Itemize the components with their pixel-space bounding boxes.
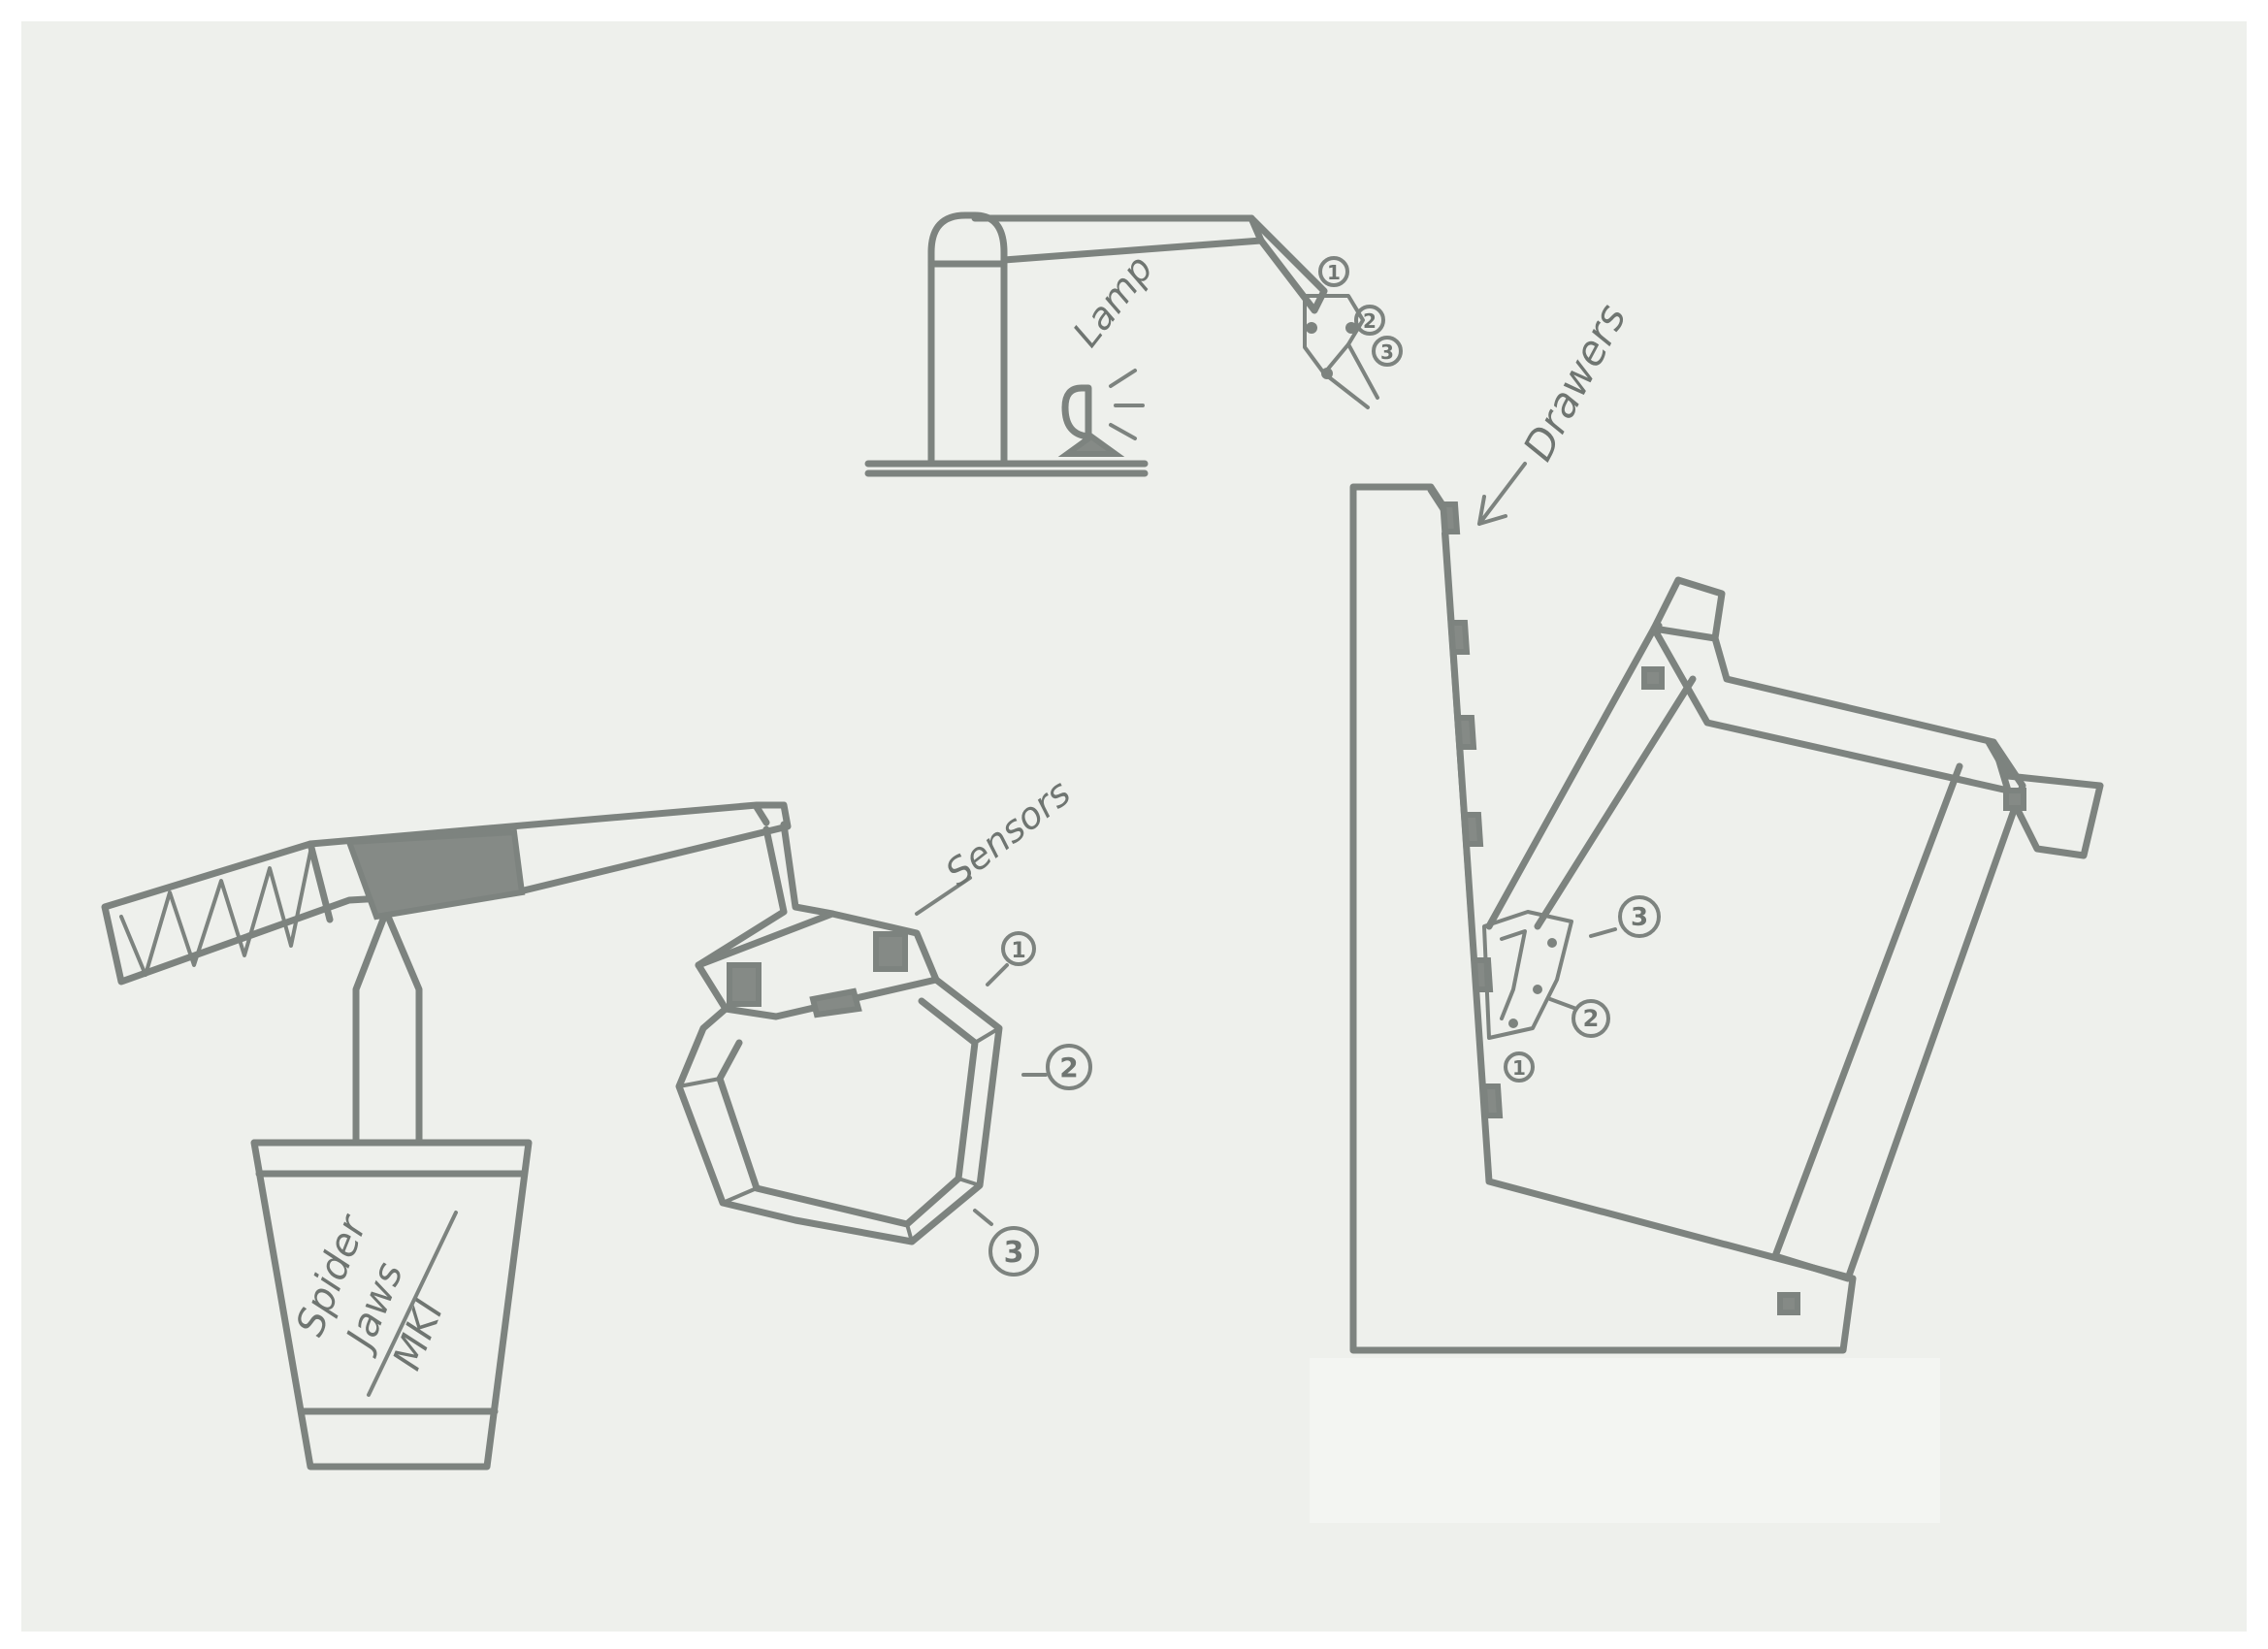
drawer-tab	[1461, 812, 1484, 847]
sensor-mid	[809, 987, 862, 1018]
cup-base	[250, 1139, 533, 1471]
sensor-right	[873, 931, 908, 972]
crane-boom-counterweight	[344, 828, 526, 921]
crane-boom-joint	[307, 840, 334, 923]
frame-left-rail-inner	[1534, 675, 1697, 930]
drawer-tab	[1480, 1083, 1504, 1118]
wall-gripper-joint	[1547, 938, 1557, 948]
claw-outer	[675, 976, 1003, 1245]
crane-neck-right	[780, 821, 836, 918]
top-marker-3-circle	[1372, 336, 1403, 367]
left-marker-2-circle	[1046, 1044, 1092, 1090]
paper-eraser-smudge	[1310, 1358, 1940, 1523]
top-marker-3: 3	[1380, 340, 1394, 364]
top-gripper-joint	[1321, 368, 1333, 379]
drawer-tab	[1440, 501, 1461, 534]
right-marker-3: 3	[1631, 903, 1648, 932]
right-marker-2: 2	[1583, 1005, 1600, 1032]
left-marker-1-circle	[1001, 931, 1036, 966]
top-arm-boom	[971, 214, 1265, 264]
top-arm-forearm	[1247, 214, 1328, 314]
frame-right-rail	[1771, 738, 2026, 1282]
wall-gripper-joint	[1533, 985, 1542, 994]
cup-label-underline	[367, 1211, 458, 1397]
top-gripper-joint	[1345, 322, 1357, 334]
lamp-base	[1057, 433, 1125, 457]
left-crane-assembly: Spider Jaws MKI Sensors 1 2 3	[101, 771, 1092, 1471]
left-marker-1: 1	[1011, 939, 1025, 963]
crane-boom-tip	[753, 803, 770, 826]
lamp-light-rays	[1109, 369, 1145, 440]
left-marker-3: 3	[1004, 1236, 1024, 1270]
sensor-left	[727, 962, 761, 1007]
frame-right-cap	[1985, 738, 2104, 859]
wall-drawer-edge	[1442, 532, 1490, 1180]
left-marker-1-leader	[986, 963, 1009, 986]
frame-bolt	[1641, 666, 1665, 690]
drawers-arrow	[1477, 462, 1527, 526]
left-marker-3-leader	[973, 1209, 993, 1226]
crane-boom-lattice	[119, 850, 312, 977]
top-gripper-jaws	[1322, 342, 1379, 409]
claw-segment-joints	[677, 1026, 1001, 1244]
right-marker-2-circle	[1571, 999, 1610, 1038]
top-marker-1-circle	[1318, 256, 1349, 287]
wall-gripper-joint	[1508, 1018, 1518, 1028]
right-marker-1-circle	[1504, 1051, 1535, 1083]
crane-neck-left	[695, 825, 788, 969]
frame-bolt	[1777, 1292, 1800, 1315]
top-gripper-joint	[1306, 322, 1317, 334]
frame-top-cap	[1650, 576, 1726, 642]
right-marker-3-leader	[1589, 927, 1617, 938]
drawer-tab	[1447, 620, 1471, 655]
wall-gripper-inner	[1500, 929, 1527, 1020]
sensors-leader-line	[915, 876, 972, 916]
frame-bolt	[2003, 788, 2026, 811]
top-marker-2-circle	[1354, 305, 1385, 336]
left-marker-2: 2	[1059, 1051, 1078, 1083]
wall-gripper-body	[1482, 910, 1573, 1040]
right-marker-2-leader	[1548, 997, 1578, 1011]
lamp-shade	[1061, 384, 1092, 440]
right-marker-1: 1	[1512, 1056, 1526, 1080]
right-marker-3-circle	[1618, 895, 1661, 938]
top-arm-tower	[927, 211, 1008, 468]
drawer-tab	[1454, 715, 1477, 750]
left-marker-3-circle	[988, 1226, 1039, 1277]
top-marker-2: 2	[1363, 309, 1377, 333]
top-marker-1: 1	[1327, 261, 1341, 284]
